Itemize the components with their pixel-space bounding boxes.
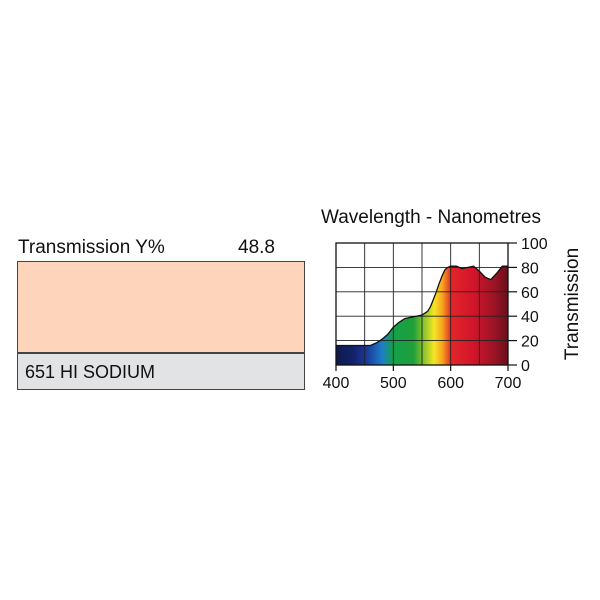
y-tick-label: 0 (521, 358, 530, 375)
y-tick-label: 40 (521, 309, 539, 326)
x-tick-label: 500 (380, 375, 407, 392)
y-axis-label: Transmission (562, 248, 583, 360)
y-tick-label: 60 (521, 285, 539, 302)
transmission-curve (336, 265, 508, 347)
transmission-value: 48.8 (238, 237, 275, 258)
chart-title: Wavelength - Nanometres (321, 207, 541, 228)
color-swatch (17, 261, 305, 353)
x-tick-label: 400 (323, 375, 350, 392)
filter-name-box: 651 HI SODIUM (17, 353, 305, 390)
y-tick-label: 100 (521, 236, 548, 253)
y-tick-label: 80 (521, 260, 539, 277)
x-tick-label: 700 (495, 375, 522, 392)
x-tick-label: 600 (437, 375, 464, 392)
plot-area: 0 20 40 60 80 100 400 500 600 700 (323, 236, 548, 392)
plot-frame (335, 242, 509, 366)
filter-name: 651 HI SODIUM (25, 362, 156, 382)
y-tick-label: 20 (521, 334, 539, 351)
transmission-label: Transmission Y% (18, 237, 165, 258)
